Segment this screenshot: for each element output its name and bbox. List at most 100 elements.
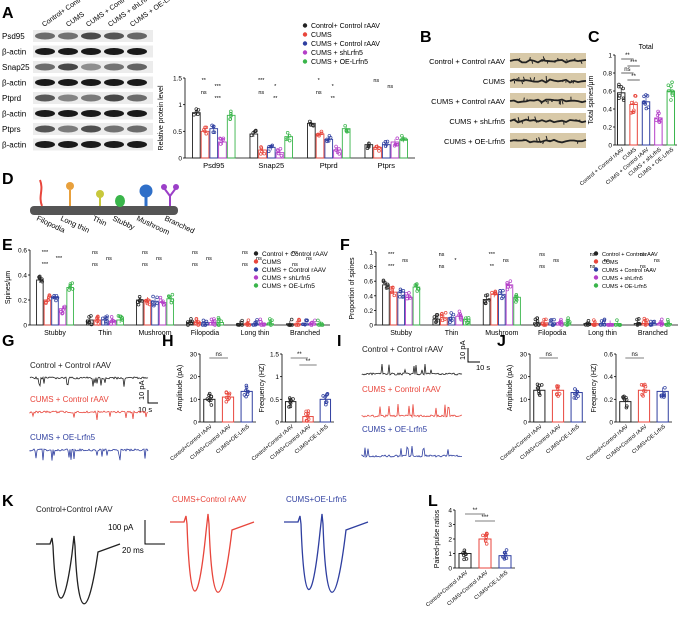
data-point <box>229 111 233 116</box>
blot-band <box>81 125 101 133</box>
data-point <box>170 292 175 297</box>
data-point <box>667 323 671 327</box>
spine-mark <box>540 100 543 105</box>
data-point <box>290 323 294 327</box>
data-point <box>631 110 636 114</box>
data-point <box>285 136 290 141</box>
data-point <box>643 389 648 393</box>
data-point <box>240 318 244 323</box>
data-point <box>328 135 333 140</box>
blot-band <box>35 125 55 133</box>
blot-row-label: Snap25 <box>2 63 30 72</box>
spine-type-label: Thin <box>91 214 108 228</box>
blot-band <box>104 94 124 102</box>
data-point <box>297 318 301 322</box>
blot-row-label: β-actin <box>2 141 26 150</box>
data-point <box>540 321 545 325</box>
spine-mark <box>578 119 581 122</box>
data-point <box>168 295 172 300</box>
bar <box>389 291 398 326</box>
data-point <box>536 386 541 390</box>
data-point <box>136 302 141 307</box>
panel-i-traces: Control + Control rAAV CUMS + Control rA… <box>361 340 490 458</box>
legend-entry: Control + Control rAAV <box>602 252 658 258</box>
data-point <box>504 556 509 560</box>
significance-mark: ns <box>624 67 630 73</box>
data-point <box>587 322 592 326</box>
y-tick-label: 20 <box>520 374 528 381</box>
spine-mark <box>533 77 536 82</box>
data-point <box>514 300 518 304</box>
data-point <box>151 294 155 299</box>
legend-marker <box>593 259 599 264</box>
data-point <box>40 279 44 284</box>
data-point <box>555 322 560 326</box>
y-axis-label: Spines/μm <box>5 271 12 304</box>
data-point <box>87 320 92 324</box>
chart-legend: Control+ Control rAAV CUMS CUMS + Control … <box>302 23 380 66</box>
data-point <box>514 295 519 299</box>
data-point <box>385 282 390 287</box>
y-tick-label: 0.8 <box>364 264 373 271</box>
y-tick-label: 0.4 <box>603 107 612 114</box>
dendrite-shaft-image <box>509 118 587 124</box>
data-point <box>227 391 232 396</box>
data-point <box>334 148 338 152</box>
data-point <box>669 98 673 102</box>
y-tick-label: 0 <box>193 420 197 427</box>
spine-mark <box>518 57 521 62</box>
data-point <box>398 287 403 292</box>
spine-mark <box>549 139 552 142</box>
bar <box>66 287 74 326</box>
data-point <box>462 548 467 552</box>
branched-head <box>173 184 179 190</box>
paired-pulse-trace <box>284 513 369 593</box>
legend-marker <box>302 41 308 46</box>
blot-band <box>104 48 124 55</box>
data-point <box>542 317 546 322</box>
panel-b-dendrites: Control + Control rAAV CUMS CUMS + Contr… <box>429 53 587 148</box>
data-point <box>109 322 113 326</box>
bar <box>616 92 626 146</box>
data-point <box>89 314 93 318</box>
x-tick-label: Ptprs <box>377 161 395 170</box>
data-point <box>382 141 386 146</box>
significance-mark: ns <box>503 258 509 264</box>
data-point <box>642 316 647 321</box>
significance-mark: ns <box>590 252 596 258</box>
thin-head <box>96 190 104 198</box>
data-point <box>244 394 248 399</box>
data-point <box>137 295 142 299</box>
data-point <box>485 293 490 297</box>
data-point <box>324 400 329 404</box>
blot-band <box>58 48 78 55</box>
significance-mark: ns <box>242 250 248 256</box>
blot-band <box>35 48 55 55</box>
legend-entry: CUMS + Control rAAV <box>262 267 327 274</box>
data-point <box>212 319 217 323</box>
data-point <box>70 287 75 291</box>
data-point <box>54 298 58 303</box>
data-point <box>138 298 142 302</box>
spine-mark <box>550 100 553 103</box>
y-axis-label: Paired-pulse ratios <box>434 509 441 568</box>
legend-entry: CUMS + OE-Lrfn5 <box>311 59 368 66</box>
data-point <box>645 94 650 98</box>
data-point <box>204 131 208 136</box>
significance-mark: ns <box>654 258 660 264</box>
y-tick-label: 1 <box>448 551 452 558</box>
trace-label: Control+Control rAAV <box>36 505 113 514</box>
data-point <box>617 84 621 89</box>
scale-bar <box>147 390 158 404</box>
data-point <box>484 542 489 546</box>
data-point <box>490 290 494 295</box>
data-point <box>536 323 541 327</box>
blot-band <box>81 32 101 40</box>
data-point <box>514 293 519 297</box>
blot-band <box>127 79 147 86</box>
data-point <box>609 323 614 327</box>
data-point <box>415 282 419 286</box>
data-point <box>204 125 209 130</box>
y-tick-label: 0.6 <box>18 248 27 255</box>
